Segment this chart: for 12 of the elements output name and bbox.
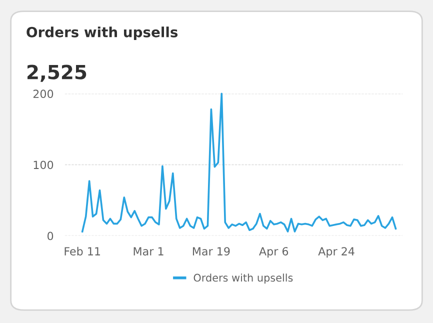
chart-subtitle: 2,525	[28, 64, 86, 82]
x-tick-label: Apr 6	[259, 247, 288, 258]
x-tick-label: Mar 19	[192, 247, 230, 256]
line-series	[81, 92, 397, 232]
y-tick-label: 200	[33, 90, 54, 98]
x-tick-label: Apr 24	[318, 247, 354, 258]
y-tick-label: 100	[34, 160, 54, 170]
chart-title: Orders with upsells	[26, 26, 178, 40]
x-tick-label: Mar 1	[134, 247, 164, 256]
legend-label: Orders with upsells	[194, 274, 293, 284]
x-tick-label: Feb 11	[64, 246, 100, 256]
y-tick-label: 0	[48, 232, 54, 240]
